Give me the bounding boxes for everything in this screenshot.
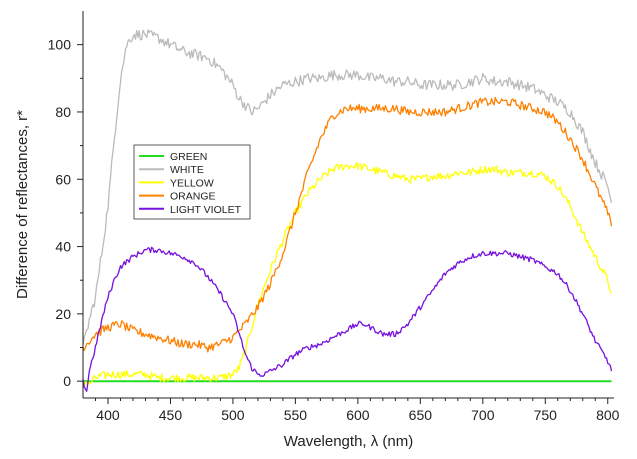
x-tick-label: 800 <box>596 407 620 423</box>
x-tick-label: 450 <box>159 407 183 423</box>
series-line-light-violet <box>82 246 613 392</box>
series-layer <box>82 29 613 392</box>
x-tick-label: 650 <box>409 407 433 423</box>
legend-label: ORANGE <box>170 191 216 203</box>
x-tick-label: 400 <box>96 407 120 423</box>
y-tick-label: 80 <box>55 104 71 120</box>
y-tick-label: 20 <box>55 306 71 322</box>
y-tick-label: 100 <box>48 37 72 53</box>
axes-layer: Difference of reflectances, r* Wavelengt… <box>14 11 620 450</box>
legend-label: YELLOW <box>170 177 214 189</box>
y-tick-label: 40 <box>55 239 71 255</box>
y-tick-label: 60 <box>55 171 71 187</box>
x-tick-label: 500 <box>221 407 245 423</box>
x-tick-label: 700 <box>471 407 495 423</box>
y-tick-label: 0 <box>63 373 71 389</box>
x-tick-label: 550 <box>284 407 308 423</box>
legend-label: LIGHT VIOLET <box>170 204 242 216</box>
series-line-white <box>82 29 613 345</box>
x-tick-label: 750 <box>534 407 558 423</box>
legend-label: WHITE <box>170 164 204 176</box>
y-axis-label: Difference of reflectances, r* <box>14 110 31 299</box>
x-tick-label: 600 <box>346 407 370 423</box>
series-line-orange <box>82 96 613 353</box>
series-line-yellow <box>82 161 613 386</box>
legend-label: GREEN <box>170 151 207 163</box>
x-axis-label: Wavelength, λ (nm) <box>284 433 414 450</box>
